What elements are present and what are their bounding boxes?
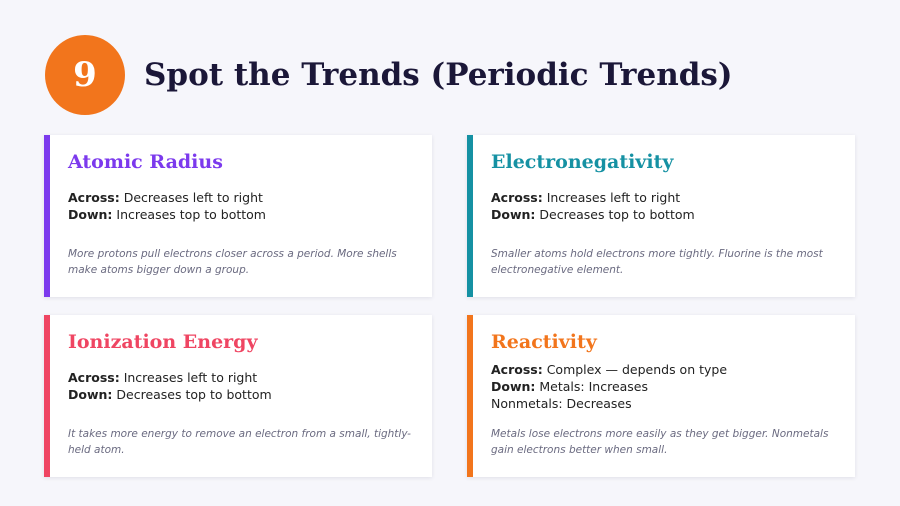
- card-facts: Across: Decreases left to right Down: In…: [68, 189, 418, 241]
- fact-label: Down:: [491, 379, 536, 394]
- fact-label: Across:: [491, 362, 543, 377]
- fact-line-down: Down: Increases top to bottom: [68, 206, 418, 223]
- card-atomic-radius: Atomic Radius Across: Decreases left to …: [44, 135, 432, 297]
- fact-text: Decreases top to bottom: [535, 207, 695, 222]
- fact-line-across: Across: Decreases left to right: [68, 189, 418, 206]
- card-facts: Across: Increases left to right Down: De…: [68, 369, 418, 421]
- fact-line-across: Across: Increases left to right: [68, 369, 418, 386]
- fact-text: Increases top to bottom: [112, 207, 266, 222]
- fact-text: Decreases top to bottom: [112, 387, 272, 402]
- slide-header: 9 Spot the Trends (Periodic Trends): [45, 35, 733, 115]
- card-title: Electronegativity: [491, 151, 674, 173]
- fact-label: Across:: [491, 190, 543, 205]
- card-reactivity: Reactivity Across: Complex — depends on …: [467, 315, 855, 477]
- card-note: Metals lose electrons more easily as the…: [491, 428, 829, 456]
- fact-label: Down:: [68, 207, 113, 222]
- card-title: Atomic Radius: [68, 151, 223, 173]
- fact-label: Down:: [491, 207, 536, 222]
- card-facts: Across: Complex — depends on type Down: …: [491, 361, 841, 413]
- card-facts: Across: Increases left to right Down: De…: [491, 189, 841, 241]
- card-electronegativity: Electronegativity Across: Increases left…: [467, 135, 855, 297]
- slide-number: 9: [73, 55, 97, 95]
- card-note: It takes more energy to remove an electr…: [68, 428, 411, 456]
- fact-line-down: Down: Decreases top to bottom: [68, 386, 418, 403]
- page-title: Spot the Trends (Periodic Trends): [144, 57, 733, 93]
- fact-line-down: Down: Metals: Increases: [491, 378, 841, 395]
- card-title: Reactivity: [491, 331, 597, 353]
- fact-text: Increases left to right: [542, 190, 681, 205]
- fact-line-across: Across: Complex — depends on type: [491, 361, 841, 378]
- card-ionization-energy: Ionization Energy Across: Increases left…: [44, 315, 432, 477]
- card-note: More protons pull electrons closer acros…: [68, 248, 397, 276]
- fact-label: Across:: [68, 370, 120, 385]
- fact-label: Down:: [68, 387, 113, 402]
- fact-line-across: Across: Increases left to right: [491, 189, 841, 206]
- fact-label: Across:: [68, 190, 120, 205]
- fact-text: Increases left to right: [119, 370, 258, 385]
- fact-text: Nonmetals: Decreases: [491, 396, 632, 411]
- fact-text: Decreases left to right: [119, 190, 263, 205]
- fact-text: Metals: Increases: [535, 379, 649, 394]
- fact-line-down: Down: Decreases top to bottom: [491, 206, 841, 223]
- slide-number-badge: 9: [45, 35, 125, 115]
- card-note: Smaller atoms hold electrons more tightl…: [491, 248, 823, 276]
- fact-text: Complex — depends on type: [542, 362, 728, 377]
- fact-line-nonmetals: Nonmetals: Decreases: [491, 395, 841, 412]
- card-title: Ionization Energy: [68, 331, 258, 353]
